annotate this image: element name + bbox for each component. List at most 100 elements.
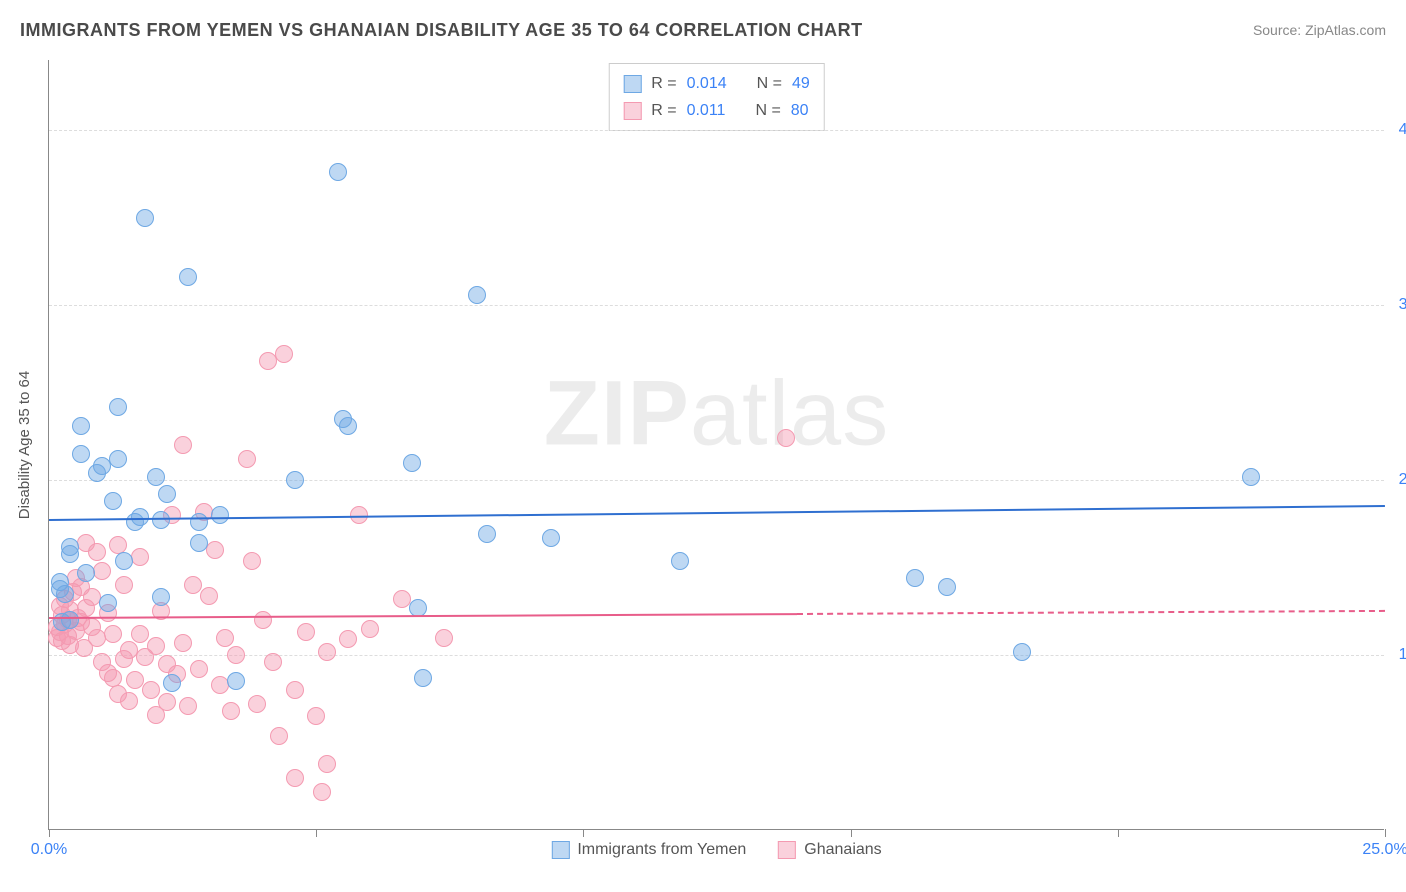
data-point: [468, 286, 486, 304]
legend-N-value: 80: [791, 97, 809, 124]
data-point: [1013, 643, 1031, 661]
watermark-light: atlas: [690, 362, 889, 464]
data-point: [190, 513, 208, 531]
data-point: [77, 564, 95, 582]
data-point: [99, 594, 117, 612]
data-point: [104, 625, 122, 643]
data-point: [339, 630, 357, 648]
data-point: [61, 538, 79, 556]
legend-R-label: R =: [651, 70, 676, 97]
data-point: [777, 429, 795, 447]
y-tick-label: 30.0%: [1399, 296, 1406, 314]
data-point: [478, 525, 496, 543]
data-point: [136, 209, 154, 227]
data-point: [126, 671, 144, 689]
data-point: [206, 541, 224, 559]
x-tick-label: 25.0%: [1362, 841, 1406, 859]
chart-title: IMMIGRANTS FROM YEMEN VS GHANAIAN DISABI…: [20, 20, 863, 41]
data-point: [152, 588, 170, 606]
data-point: [158, 485, 176, 503]
legend-series-item: Ghanaians: [778, 841, 881, 859]
x-tick: [583, 829, 584, 837]
data-point: [275, 345, 293, 363]
data-point: [248, 695, 266, 713]
gridline: [49, 305, 1384, 306]
plot-area: ZIPatlas R =0.014N =49R =0.011N =80 Immi…: [48, 60, 1384, 830]
y-tick-label: 20.0%: [1399, 471, 1406, 489]
data-point: [238, 450, 256, 468]
legend-R-label: R =: [651, 97, 676, 124]
data-point: [142, 681, 160, 699]
gridline: [49, 480, 1384, 481]
data-point: [120, 692, 138, 710]
x-tick: [316, 829, 317, 837]
data-point: [184, 576, 202, 594]
data-point: [318, 643, 336, 661]
legend-series-label: Ghanaians: [804, 841, 881, 859]
data-point: [93, 562, 111, 580]
data-point: [286, 769, 304, 787]
data-point: [56, 585, 74, 603]
data-point: [361, 620, 379, 638]
data-point: [318, 755, 336, 773]
legend-swatch: [623, 102, 641, 120]
legend-R-value: 0.011: [687, 97, 726, 124]
data-point: [72, 445, 90, 463]
trend-line: [49, 505, 1385, 521]
gridline: [49, 655, 1384, 656]
data-point: [243, 552, 261, 570]
data-point: [152, 511, 170, 529]
data-point: [222, 702, 240, 720]
legend-swatch: [551, 841, 569, 859]
data-point: [109, 398, 127, 416]
data-point: [286, 471, 304, 489]
x-tick: [851, 829, 852, 837]
y-tick-label: 40.0%: [1399, 121, 1406, 139]
data-point: [163, 674, 181, 692]
data-point: [329, 163, 347, 181]
data-point: [104, 492, 122, 510]
trend-line-extrapolated: [797, 609, 1385, 614]
data-point: [174, 634, 192, 652]
data-point: [131, 625, 149, 643]
data-point: [179, 697, 197, 715]
data-point: [158, 693, 176, 711]
data-point: [671, 552, 689, 570]
legend-N-value: 49: [792, 70, 810, 97]
x-tick-label: 0.0%: [31, 841, 67, 859]
data-point: [307, 707, 325, 725]
data-point: [286, 681, 304, 699]
data-point: [414, 669, 432, 687]
data-point: [906, 569, 924, 587]
data-point: [938, 578, 956, 596]
data-point: [297, 623, 315, 641]
data-point: [190, 534, 208, 552]
data-point: [264, 653, 282, 671]
x-tick: [49, 829, 50, 837]
legend-swatch: [623, 75, 641, 93]
data-point: [227, 646, 245, 664]
data-point: [174, 436, 192, 454]
data-point: [115, 552, 133, 570]
data-point: [200, 587, 218, 605]
data-point: [313, 783, 331, 801]
data-point: [1242, 468, 1260, 486]
data-point: [72, 417, 90, 435]
data-point: [339, 417, 357, 435]
data-point: [131, 548, 149, 566]
data-point: [403, 454, 421, 472]
y-tick-label: 10.0%: [1399, 646, 1406, 664]
data-point: [211, 506, 229, 524]
x-tick: [1385, 829, 1386, 837]
data-point: [216, 629, 234, 647]
data-point: [115, 576, 133, 594]
data-point: [88, 543, 106, 561]
legend-series-item: Immigrants from Yemen: [551, 841, 746, 859]
watermark-bold: ZIP: [544, 362, 690, 464]
data-point: [109, 450, 127, 468]
data-point: [227, 672, 245, 690]
data-point: [61, 611, 79, 629]
data-point: [254, 611, 272, 629]
data-point: [270, 727, 288, 745]
gridline: [49, 130, 1384, 131]
